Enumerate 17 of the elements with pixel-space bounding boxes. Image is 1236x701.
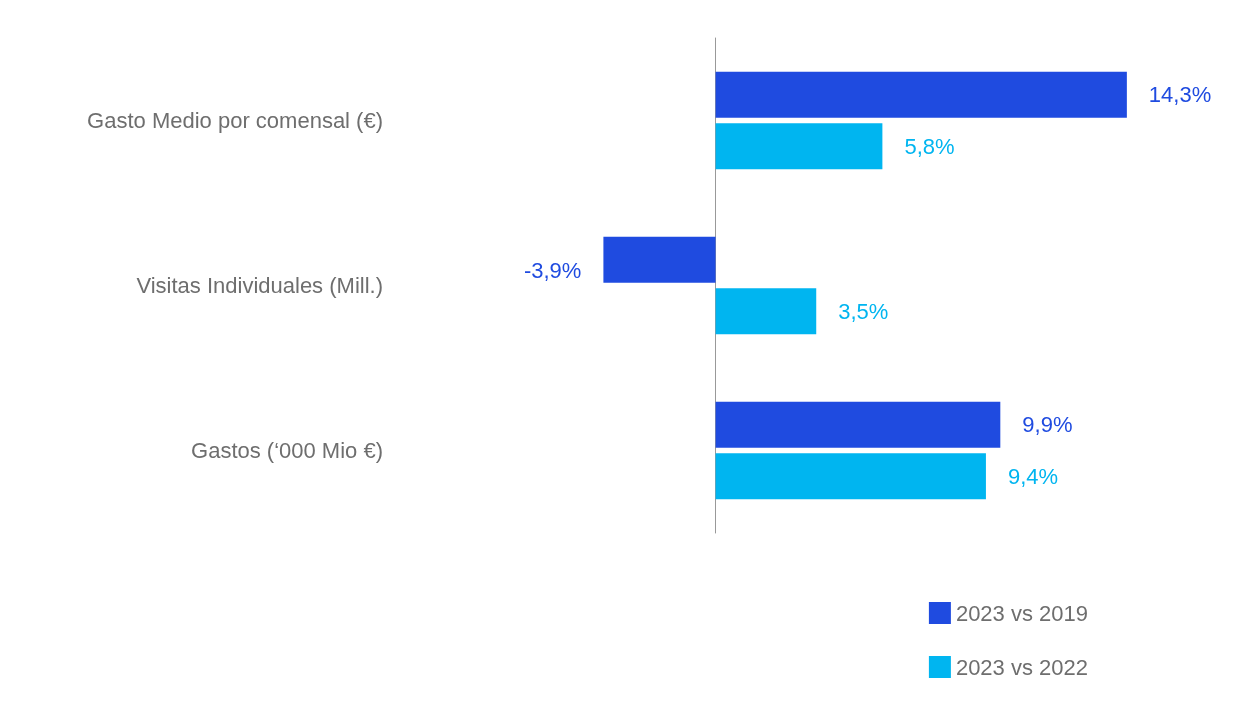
y-tick-label: Gastos (‘000 Mio €) <box>191 438 383 463</box>
bar <box>715 288 817 335</box>
bar <box>715 401 1001 448</box>
data-label: 14,3% <box>1148 82 1212 108</box>
bar <box>715 123 883 170</box>
data-label: -3,9% <box>523 258 582 284</box>
data-label: 9,4% <box>1007 463 1059 489</box>
y-tick-label: Gasto Medio por comensal (€) <box>87 108 383 133</box>
bar <box>603 236 716 283</box>
bar <box>715 453 986 500</box>
y-tick-label: Visitas Individuales (Mill.) <box>136 273 383 298</box>
data-label: 5,8% <box>904 133 955 159</box>
data-label: 9,9% <box>1022 412 1073 438</box>
legend-label: 2023 vs 2022 <box>955 654 1088 680</box>
bar <box>715 71 1127 118</box>
data-label: 3,5% <box>838 298 889 324</box>
legend-label: 2023 vs 2019 <box>955 600 1088 626</box>
